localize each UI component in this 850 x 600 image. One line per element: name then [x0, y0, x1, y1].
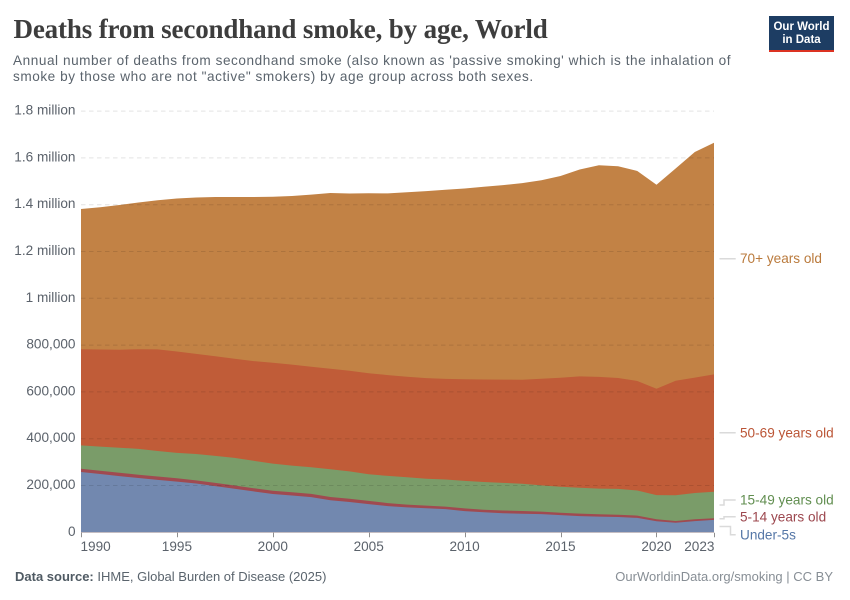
svg-text:2005: 2005 [354, 539, 384, 554]
svg-text:2023: 2023 [684, 539, 714, 554]
svg-text:1.6 million: 1.6 million [14, 149, 75, 164]
svg-text:600,000: 600,000 [26, 383, 76, 398]
svg-text:1995: 1995 [162, 539, 192, 554]
svg-text:0: 0 [68, 524, 76, 539]
svg-text:70+ years old: 70+ years old [740, 251, 822, 266]
svg-text:2010: 2010 [449, 539, 480, 554]
svg-text:1 million: 1 million [26, 290, 76, 305]
svg-text:800,000: 800,000 [26, 337, 76, 352]
svg-text:1.8 million: 1.8 million [14, 103, 75, 118]
svg-text:15-49 years old: 15-49 years old [740, 493, 834, 508]
svg-text:Under-5s: Under-5s [740, 527, 796, 542]
svg-text:2020: 2020 [641, 539, 672, 554]
svg-text:1.2 million: 1.2 million [14, 243, 75, 258]
svg-text:200,000: 200,000 [26, 477, 76, 492]
svg-text:5-14 years old: 5-14 years old [740, 510, 826, 525]
svg-text:2015: 2015 [545, 539, 575, 554]
svg-text:1.4 million: 1.4 million [14, 196, 75, 211]
svg-text:400,000: 400,000 [26, 430, 76, 445]
svg-text:1990: 1990 [81, 539, 112, 554]
svg-text:50-69 years old: 50-69 years old [740, 426, 834, 441]
svg-text:2000: 2000 [258, 539, 289, 554]
